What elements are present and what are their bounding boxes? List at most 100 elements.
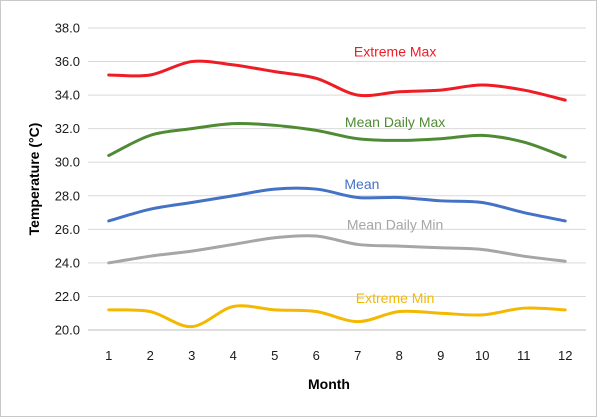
data-point-mean-daily-min <box>522 255 525 258</box>
data-point-extreme-max <box>356 94 359 97</box>
data-point-extreme-max <box>190 60 193 63</box>
x-tick-label: 5 <box>271 348 278 363</box>
series-line-mean-daily-max <box>107 122 567 159</box>
data-point-extreme-min <box>481 313 484 316</box>
data-point-mean-daily-min <box>149 255 152 258</box>
data-point-mean-daily-max <box>232 122 235 125</box>
data-point-mean-daily-min <box>439 246 442 249</box>
gridlines <box>88 27 586 297</box>
data-point-mean <box>315 188 318 191</box>
x-tick-label: 8 <box>396 348 403 363</box>
x-tick-label: 9 <box>437 348 444 363</box>
series-line-extreme-max <box>107 59 567 102</box>
data-point-mean-daily-min <box>481 248 484 251</box>
data-point-mean-daily-min <box>398 245 401 248</box>
data-point-mean <box>564 219 567 222</box>
y-axis-title: Temperature (°C) <box>26 123 42 236</box>
series-label-mean: Mean <box>344 176 379 192</box>
data-point-extreme-max <box>107 73 110 76</box>
data-point-mean <box>439 199 442 202</box>
y-tick-label: 38.0 <box>55 21 80 36</box>
y-tick-label: 20.0 <box>55 323 80 338</box>
data-point-mean-daily-max <box>564 156 567 159</box>
data-point-extreme-min <box>398 310 401 313</box>
data-point-extreme-min <box>522 307 525 310</box>
data-point-mean-daily-max <box>356 137 359 140</box>
data-point-mean <box>522 211 525 214</box>
x-tick-label: 4 <box>230 348 237 363</box>
data-point-mean-daily-max <box>190 127 193 130</box>
data-point-extreme-min <box>439 312 442 315</box>
data-point-extreme-max <box>273 70 276 73</box>
y-tick-label: 32.0 <box>55 121 80 136</box>
data-point-mean-daily-max <box>149 134 152 137</box>
data-point-extreme-max <box>481 84 484 87</box>
data-point-extreme-max <box>149 73 152 76</box>
y-tick-label: 26.0 <box>55 222 80 237</box>
data-point-extreme-min <box>232 305 235 308</box>
data-point-extreme-min <box>190 325 193 328</box>
x-tick-label: 11 <box>517 348 531 363</box>
data-point-extreme-min <box>356 320 359 323</box>
data-point-extreme-max <box>522 89 525 92</box>
data-point-extreme-min <box>273 308 276 311</box>
y-tick-label: 24.0 <box>55 255 80 270</box>
data-point-mean-daily-min <box>232 243 235 246</box>
y-tick-label: 36.0 <box>55 54 80 69</box>
x-tick-label: 2 <box>147 348 154 363</box>
x-tick-label: 6 <box>313 348 320 363</box>
series-lines <box>107 59 567 329</box>
y-tick-label: 34.0 <box>55 88 80 103</box>
data-point-mean <box>107 219 110 222</box>
series-line-mean <box>107 186 567 223</box>
x-tick-label: 7 <box>354 348 361 363</box>
data-point-mean <box>190 201 193 204</box>
data-point-extreme-min <box>149 310 152 313</box>
series-label-extreme-min: Extreme Min <box>356 290 435 306</box>
x-tick-label: 1 <box>105 348 112 363</box>
x-axis-title: Month <box>308 376 350 392</box>
data-point-mean-daily-max <box>481 134 484 137</box>
data-point-mean-daily-max <box>439 137 442 140</box>
data-point-mean <box>273 188 276 191</box>
data-point-mean <box>356 196 359 199</box>
series-labels: Extreme Max Mean Daily Max Mean Mean Daily … <box>344 44 445 307</box>
series-label-extreme-max: Extreme Max <box>354 44 436 60</box>
data-point-mean-daily-min <box>356 243 359 246</box>
series-label-mean-daily-max: Mean Daily Max <box>345 114 445 130</box>
series-line-extreme-min <box>107 304 567 329</box>
y-tick-label: 28.0 <box>55 188 80 203</box>
series-label-mean-daily-min: Mean Daily Min <box>347 216 443 232</box>
data-point-mean-daily-min <box>315 235 318 238</box>
data-point-mean-daily-min <box>273 236 276 239</box>
data-point-mean <box>149 208 152 211</box>
data-point-extreme-max <box>439 89 442 92</box>
data-point-extreme-max <box>564 99 567 102</box>
data-point-extreme-max <box>398 90 401 93</box>
axes: 20.0 22.0 24.0 26.0 28.0 30.0 32.0 34.0 36.0 38.0… <box>55 21 586 363</box>
data-point-extreme-min <box>107 308 110 311</box>
data-point-mean-daily-max <box>273 124 276 127</box>
data-point-mean <box>232 194 235 197</box>
series-line-mean-daily-min <box>107 234 567 265</box>
data-point-extreme-min <box>315 310 318 313</box>
x-tick-label: 10 <box>475 348 489 363</box>
data-point-extreme-min <box>564 308 567 311</box>
data-point-extreme-max <box>315 77 318 80</box>
data-point-mean <box>481 201 484 204</box>
data-point-mean <box>398 196 401 199</box>
data-point-mean-daily-min <box>107 261 110 264</box>
data-point-mean-daily-min <box>190 250 193 253</box>
data-point-mean-daily-max <box>107 154 110 157</box>
y-tick-label: 30.0 <box>55 155 80 170</box>
x-tick-label: 3 <box>188 348 195 363</box>
data-point-mean-daily-max <box>398 139 401 142</box>
data-point-extreme-max <box>232 63 235 66</box>
data-point-mean-daily-min <box>564 260 567 263</box>
data-point-mean-daily-max <box>522 141 525 144</box>
x-tick-label: 12 <box>558 348 572 363</box>
data-point-mean-daily-max <box>315 129 318 132</box>
y-tick-label: 22.0 <box>55 289 80 304</box>
